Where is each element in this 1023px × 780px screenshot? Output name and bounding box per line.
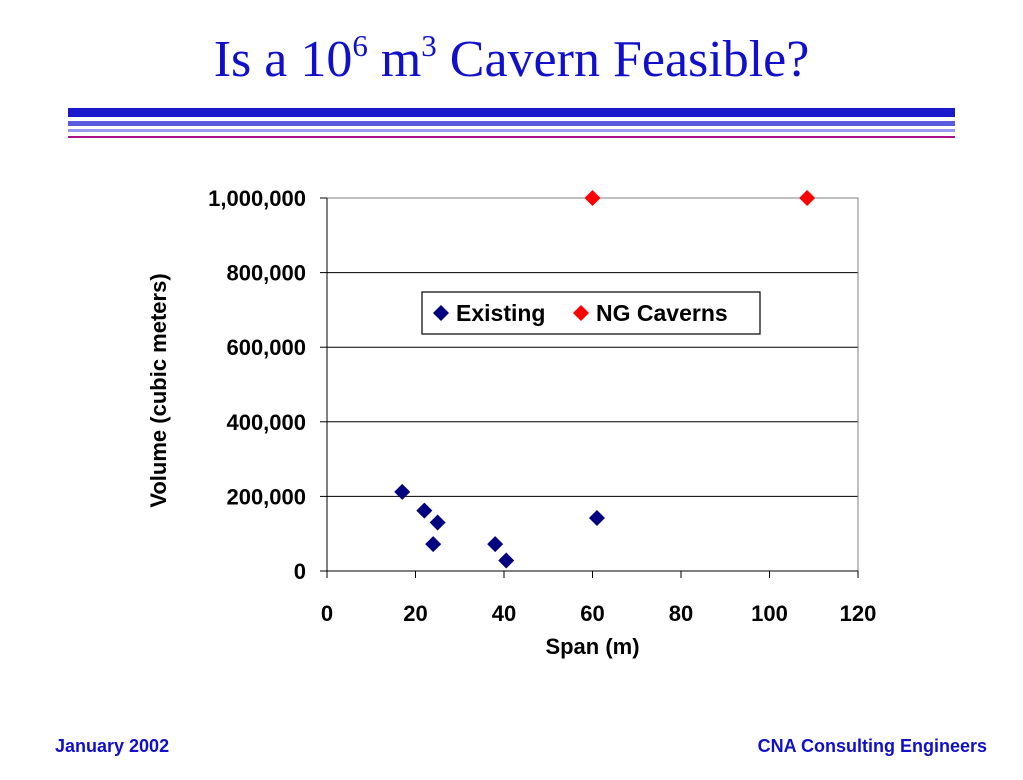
legend: Existing NG Caverns — [421, 291, 761, 335]
legend-marker — [433, 305, 449, 321]
x-tick-label: 20 — [403, 601, 427, 626]
rule-light — [68, 129, 955, 132]
data-point-existing — [498, 552, 515, 569]
x-tick-label: 100 — [751, 601, 788, 626]
footer-company: CNA Consulting Engineers — [757, 736, 987, 756]
y-tick-label: 400,000 — [226, 410, 306, 435]
data-point-existing — [425, 536, 442, 553]
y-tick-label: 600,000 — [226, 335, 306, 360]
x-axis-ticks: 0 20 40 60 80 100 120 — [321, 571, 876, 626]
legend-label: NG Caverns — [596, 300, 728, 326]
data-point-existing — [487, 536, 504, 553]
x-axis-label: Span (m) — [545, 634, 639, 659]
legend-marker — [573, 305, 589, 321]
y-axis-ticks: 0 200,000 400,000 600,000 800,000 1,000,000 — [208, 186, 327, 584]
data-point-existing — [394, 483, 411, 500]
rule-dark — [68, 108, 955, 117]
title-underline-rules — [68, 108, 955, 140]
x-tick-label: 60 — [580, 601, 604, 626]
y-axis-label: Volume (cubic meters) — [146, 273, 171, 507]
footer-date: January 2002 — [55, 736, 170, 756]
x-tick-label: 120 — [840, 601, 877, 626]
y-tick-label: 800,000 — [226, 261, 306, 286]
x-tick-label: 80 — [669, 601, 693, 626]
gridlines — [327, 197, 858, 497]
data-points — [394, 190, 816, 569]
legend-box — [421, 291, 761, 335]
slide-title: Is a 106 m3 Cavern Feasible? — [213, 28, 810, 88]
data-point-ng-caverns — [584, 190, 601, 206]
y-tick-label: 0 — [294, 559, 306, 584]
y-tick-label: 200,000 — [226, 484, 306, 509]
legend-label: Existing — [456, 300, 545, 326]
y-tick-label: 1,000,000 — [208, 186, 306, 211]
rule-mid — [68, 121, 955, 126]
data-point-existing — [588, 510, 605, 527]
x-tick-label: 40 — [492, 601, 516, 626]
data-point-existing — [429, 514, 446, 531]
data-point-existing — [416, 502, 433, 519]
rule-magenta — [68, 136, 955, 138]
scatter-chart: 0 200,000 400,000 600,000 800,000 1,000,000 0… — [146, 186, 876, 659]
x-tick-label: 0 — [321, 601, 333, 626]
data-point-ng-caverns — [799, 190, 816, 206]
